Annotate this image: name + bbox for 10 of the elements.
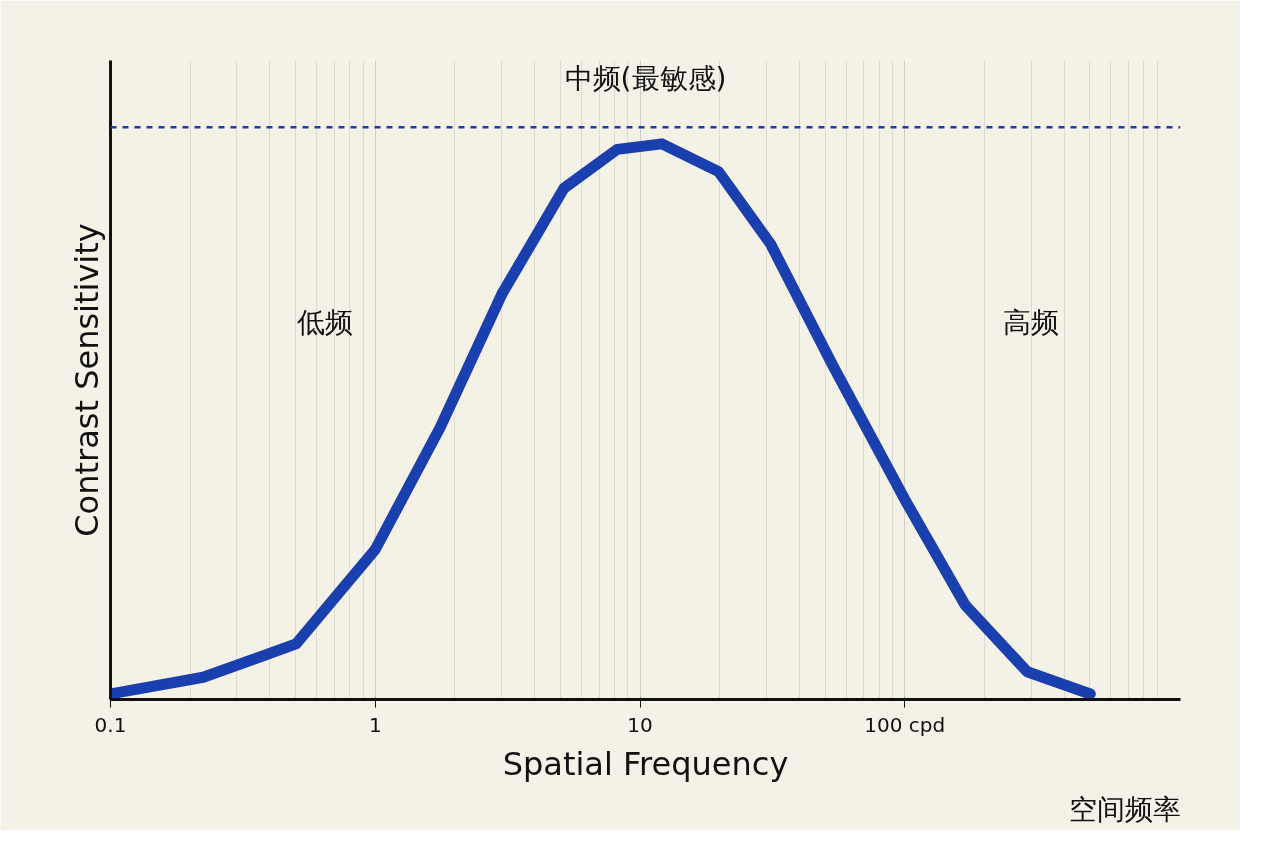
x-tick-label: 1 [368,712,382,737]
annotation: 高频 [1002,306,1059,339]
text: 中频(最敏感) [564,62,727,96]
y-axis-title: Contrast Sensitivity [67,223,106,537]
text: 空间频率 [1068,792,1181,826]
x-tick-label: 0.1 [94,712,127,737]
x-axis-title: Spatial Frequency [502,744,789,783]
x-tick-label: 100 cpd [864,712,946,737]
x-tick-label: 10 [627,712,653,737]
annotation: 低频 [296,306,353,339]
